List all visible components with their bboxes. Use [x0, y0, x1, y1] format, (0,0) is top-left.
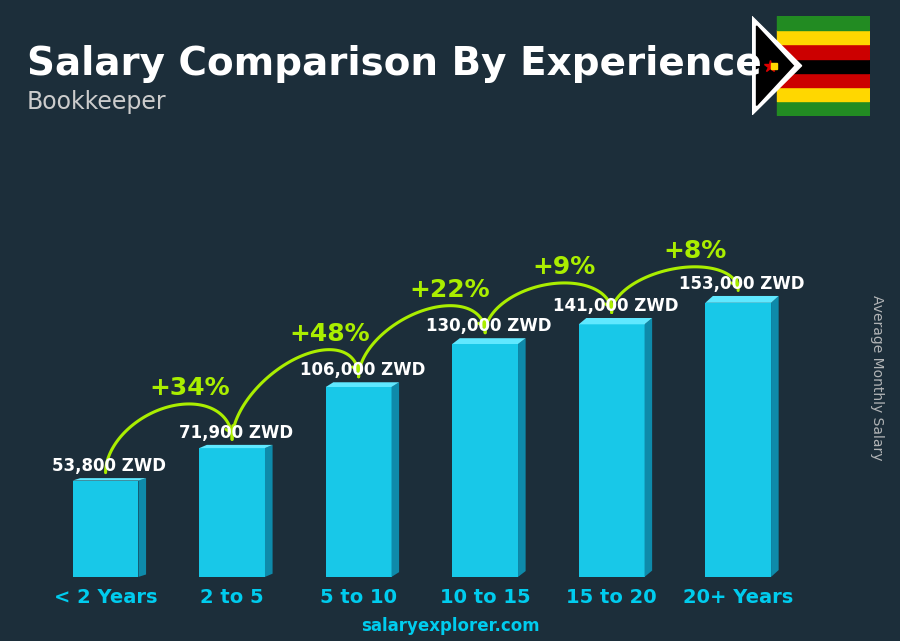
Text: Bookkeeper: Bookkeeper [27, 90, 166, 113]
Polygon shape [579, 318, 652, 324]
Text: 71,900 ZWD: 71,900 ZWD [179, 424, 293, 442]
Text: 130,000 ZWD: 130,000 ZWD [427, 317, 552, 335]
Text: +8%: +8% [664, 238, 727, 263]
Text: +9%: +9% [533, 255, 596, 279]
Polygon shape [706, 303, 771, 577]
Text: +48%: +48% [289, 322, 370, 345]
Polygon shape [73, 481, 139, 577]
Text: 53,800 ZWD: 53,800 ZWD [52, 457, 166, 475]
Polygon shape [452, 344, 518, 577]
Text: 141,000 ZWD: 141,000 ZWD [553, 297, 679, 315]
Polygon shape [139, 478, 146, 577]
Text: Average Monthly Salary: Average Monthly Salary [870, 296, 885, 461]
Polygon shape [752, 16, 802, 115]
Polygon shape [644, 318, 652, 577]
Text: 106,000 ZWD: 106,000 ZWD [300, 361, 425, 379]
Polygon shape [518, 338, 526, 577]
Polygon shape [392, 382, 399, 577]
Polygon shape [265, 445, 273, 577]
Polygon shape [199, 448, 265, 577]
Polygon shape [326, 382, 399, 387]
Text: 153,000 ZWD: 153,000 ZWD [680, 275, 805, 293]
Polygon shape [579, 324, 644, 577]
Text: +34%: +34% [149, 376, 230, 400]
Text: salaryexplorer.com: salaryexplorer.com [361, 617, 539, 635]
Polygon shape [706, 296, 778, 303]
Text: Salary Comparison By Experience: Salary Comparison By Experience [27, 45, 761, 83]
Polygon shape [199, 445, 273, 448]
Polygon shape [326, 387, 392, 577]
Polygon shape [452, 338, 526, 344]
Polygon shape [73, 478, 146, 481]
Polygon shape [771, 296, 778, 577]
Text: +22%: +22% [410, 278, 490, 301]
Polygon shape [757, 26, 793, 105]
